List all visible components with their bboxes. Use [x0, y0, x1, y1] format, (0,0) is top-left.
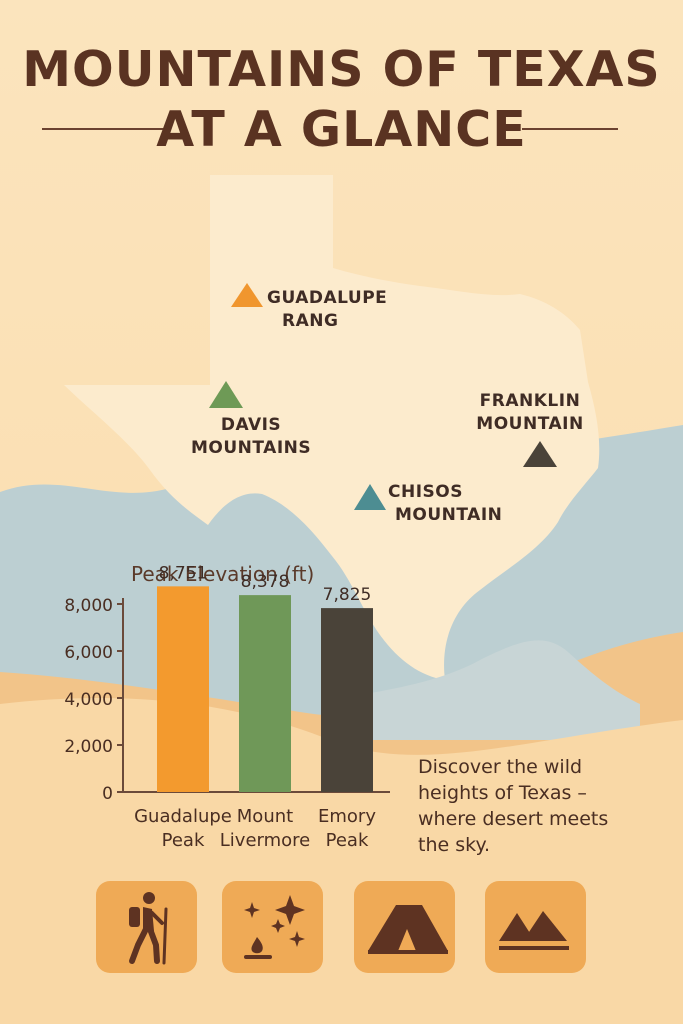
campfire-stars-icon	[244, 895, 305, 959]
y-tick-label: 0	[102, 784, 113, 804]
campfire-tile	[222, 881, 323, 973]
franklin-label: FRANKLIN MOUNTAIN	[474, 390, 586, 436]
franklin-label-line2: MOUNTAIN	[476, 414, 584, 434]
guadalupe-marker-icon	[231, 283, 263, 307]
y-tick-label: 2,000	[64, 737, 113, 757]
franklin-marker-icon	[523, 441, 557, 467]
title-rule-left	[42, 128, 166, 130]
bar-1	[157, 586, 209, 792]
mountains-tile	[485, 881, 586, 973]
title-line-1: MOUNTAINS OF TEXAS	[22, 41, 661, 98]
bar-value-label: 8,751	[159, 563, 208, 583]
bar-2	[239, 595, 291, 792]
category-label-line2: Peak	[326, 830, 369, 851]
davis-label: DAVIS MOUNTAINS	[191, 414, 311, 460]
category-label-line2: Peak	[162, 830, 205, 851]
davis-label-line2: MOUNTAINS	[191, 438, 312, 458]
chisos-label-line2: MOUNTAIN	[395, 505, 503, 525]
bar-value-label: 7,825	[323, 585, 372, 605]
mountains-icon	[499, 911, 569, 950]
y-tick-label: 4,000	[64, 690, 113, 710]
y-tick-label: 6,000	[64, 643, 113, 663]
hiker-icon	[129, 892, 168, 965]
guadalupe-label-line2: RANG	[282, 311, 339, 331]
davis-marker-icon	[209, 381, 243, 408]
y-tick-label: 8,000	[64, 596, 113, 616]
chart-title: Peak Elevation (ft)	[131, 562, 315, 586]
category-label-line1: Emory	[318, 806, 376, 827]
title-rule-right	[522, 128, 618, 130]
bar-value-label: 8,378	[241, 572, 290, 592]
blurb-text: Discover the wild heights of Texas – whe…	[418, 756, 609, 856]
hiker-tile	[96, 881, 197, 973]
tent-icon	[368, 905, 448, 954]
blue-ridge-front	[330, 640, 640, 740]
guadalupe-label: GUADALUPE RANG	[267, 287, 387, 333]
category-label-line1: Mount	[237, 806, 293, 827]
chisos-marker-icon	[354, 484, 386, 510]
chisos-label: CHISOS MOUNTAIN	[388, 481, 502, 527]
davis-label-line1: DAVIS	[220, 415, 282, 435]
title-line-2: AT A GLANCE	[156, 101, 527, 158]
texas-map-shape	[64, 175, 600, 680]
chisos-label-line1: CHISOS	[388, 482, 463, 502]
tent-tile	[354, 881, 455, 973]
category-label-line2: Livermore	[220, 830, 310, 851]
guadalupe-label-line1: GUADALUPE	[267, 288, 388, 308]
franklin-label-line1: FRANKLIN	[479, 391, 581, 411]
bar-3	[321, 608, 373, 792]
category-label-line1: Guadalupe	[134, 806, 232, 827]
